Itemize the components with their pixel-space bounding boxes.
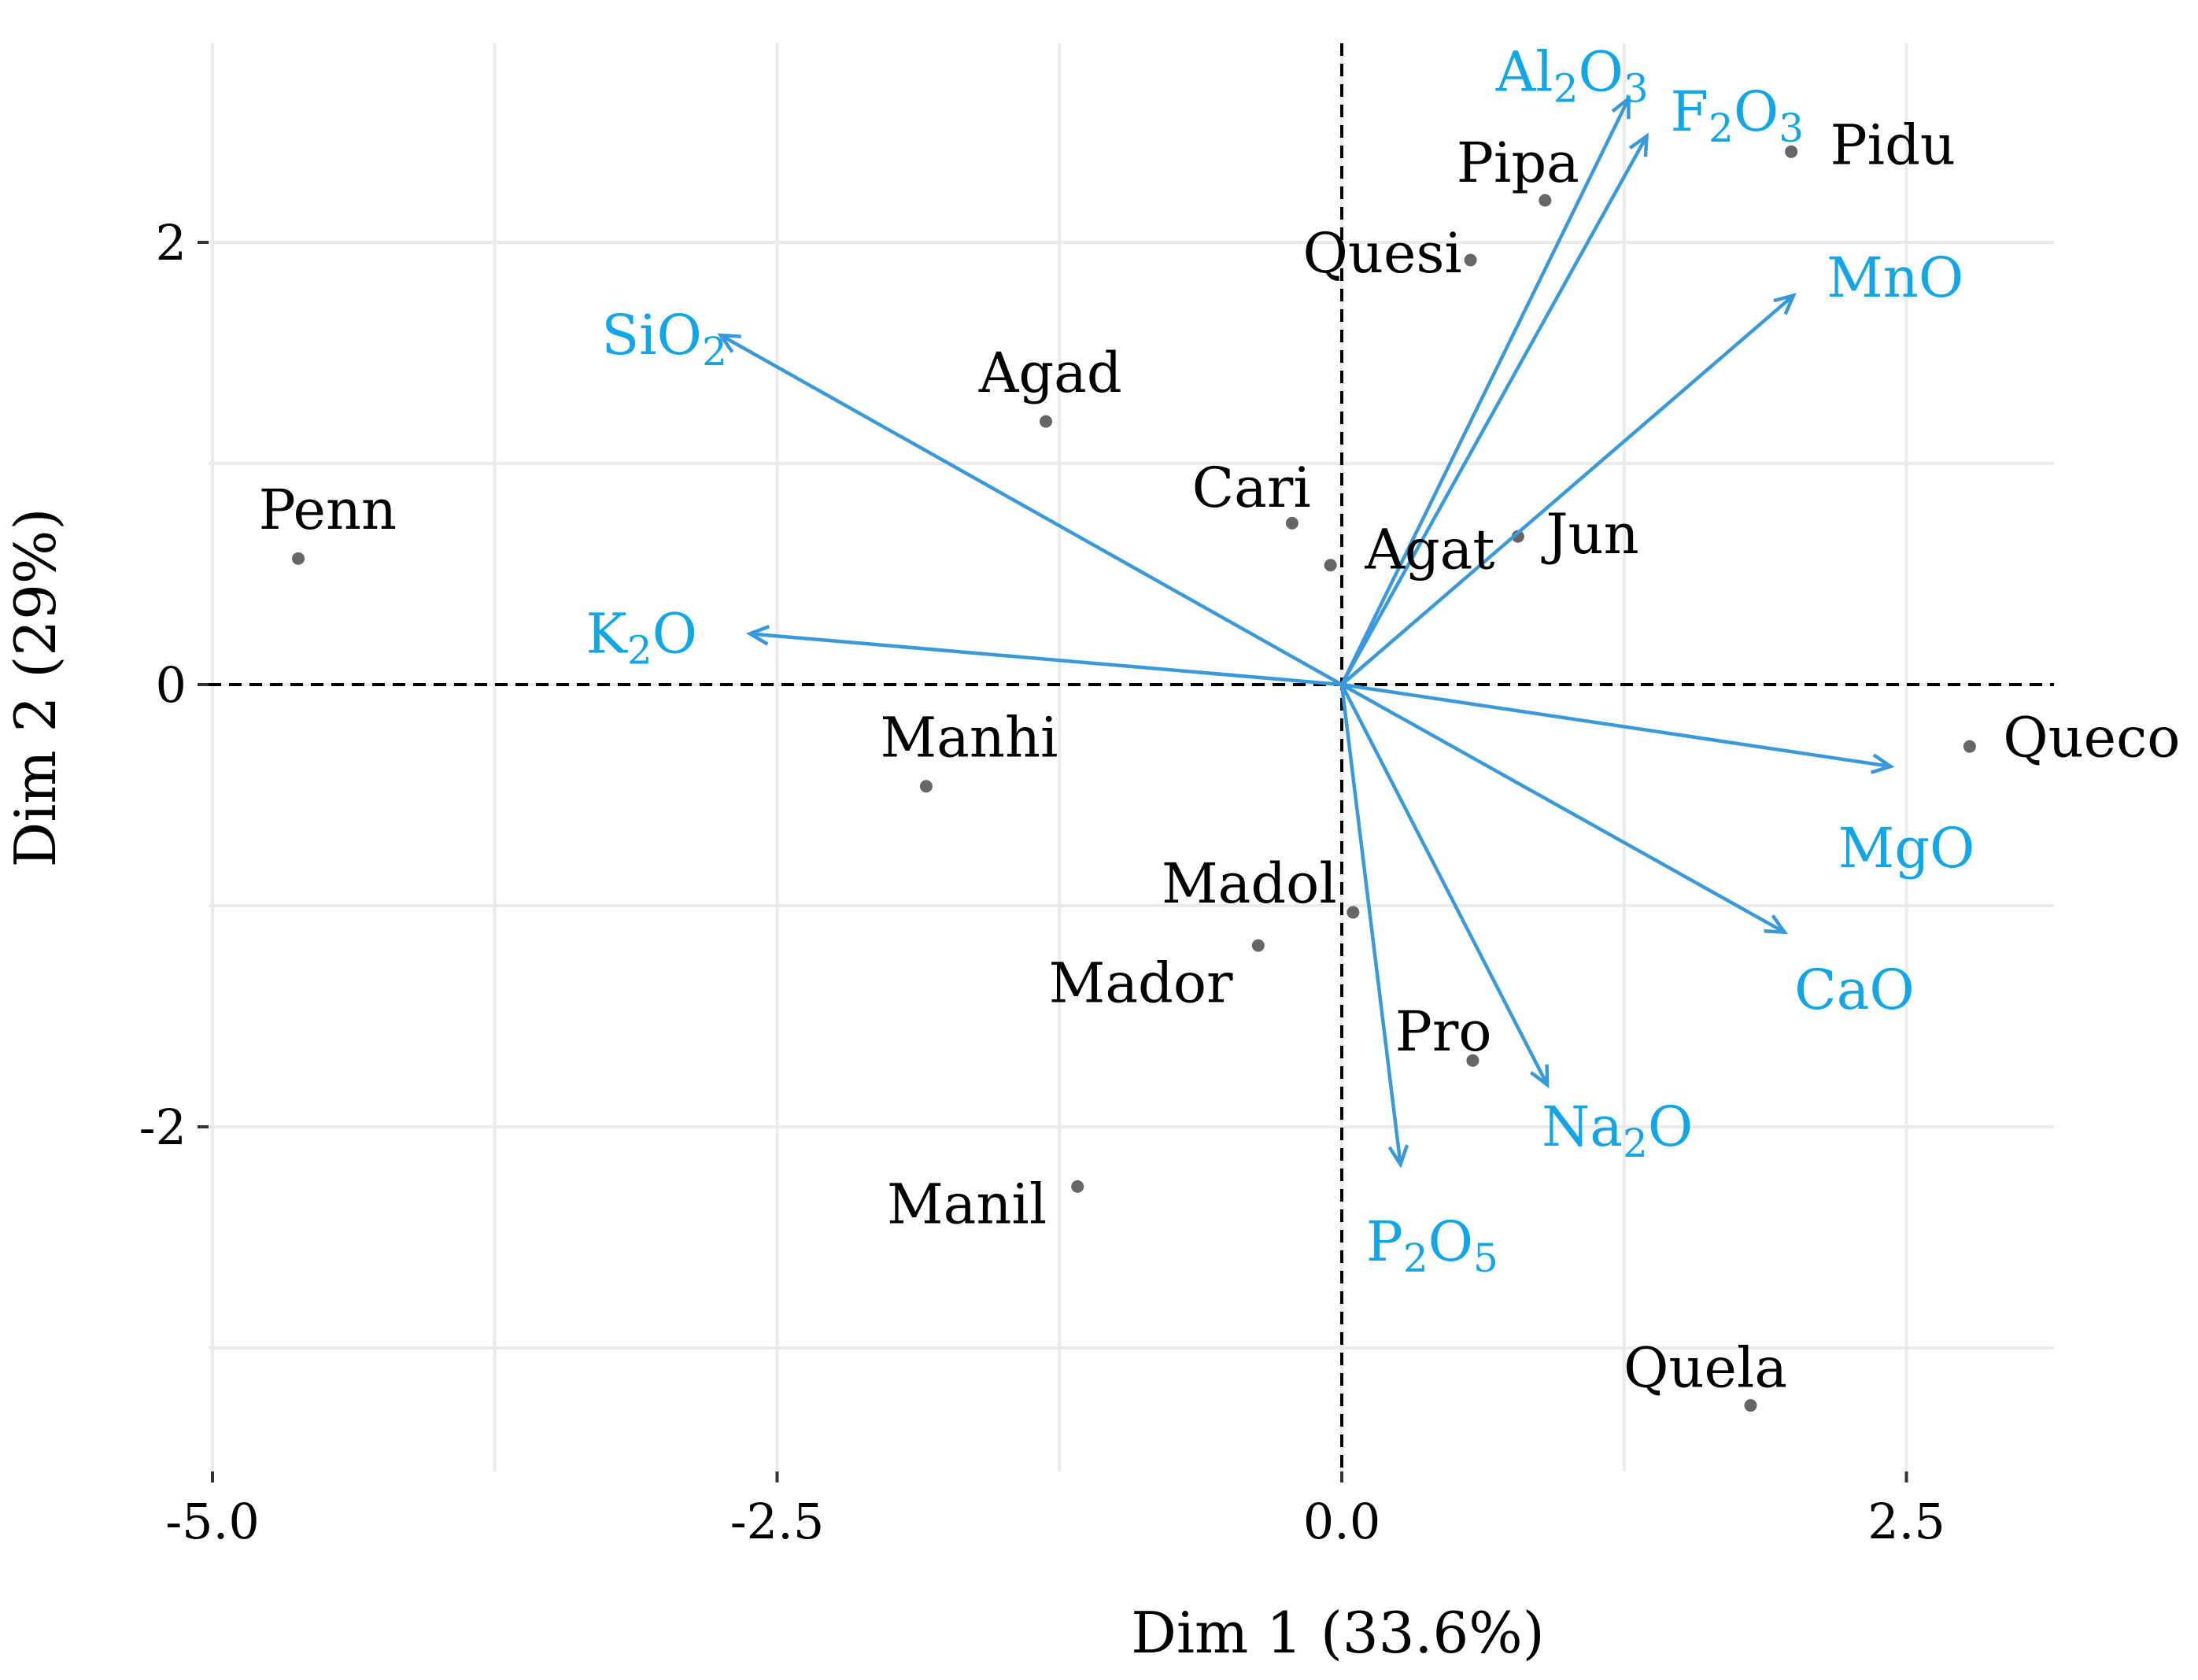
vector-mgo bbox=[1341, 682, 1891, 769]
observation-label-penn: Penn bbox=[259, 478, 397, 542]
variable-label-sio2: SiO2 bbox=[601, 303, 727, 375]
observation-points bbox=[292, 145, 1976, 1412]
observation-point-cari bbox=[1285, 516, 1298, 530]
observation-label-mador: Mador bbox=[1049, 951, 1233, 1015]
observation-label-madol: Madol bbox=[1162, 851, 1337, 916]
x-axis-title: Dim 1 (33.6%) bbox=[1131, 1600, 1545, 1666]
variable-label-f2o3: F2O3 bbox=[1670, 79, 1804, 151]
observation-point-manil bbox=[1071, 1180, 1084, 1193]
variable-label-p2o5: P2O5 bbox=[1366, 1209, 1498, 1281]
vector-p2o5 bbox=[1339, 684, 1402, 1165]
vector-cao bbox=[1340, 683, 1786, 934]
vector-al2o3 bbox=[1339, 98, 1631, 685]
x-tick-label: 0.0 bbox=[1303, 1493, 1381, 1550]
observation-label-pro: Pro bbox=[1395, 999, 1492, 1064]
observation-point-pipa bbox=[1539, 194, 1552, 207]
observation-label-pipa: Pipa bbox=[1457, 131, 1579, 195]
vector-arrowhead-k2o bbox=[745, 625, 770, 646]
variable-label-mgo: MgO bbox=[1838, 816, 1975, 881]
observation-point-penn bbox=[292, 552, 305, 565]
observation-point-manhi bbox=[919, 780, 933, 793]
observation-label-agat: Agat bbox=[1364, 518, 1494, 582]
vector-arrowhead-sio2 bbox=[717, 333, 741, 353]
observation-point-agat bbox=[1324, 559, 1337, 572]
observation-label-manhi: Manhi bbox=[880, 705, 1058, 770]
grid-layer bbox=[209, 43, 2054, 1471]
observation-label-pidu: Pidu bbox=[1830, 113, 1956, 177]
x-tick-label: -2.5 bbox=[730, 1493, 825, 1550]
variable-label-na2o: Na2O bbox=[1542, 1095, 1693, 1166]
y-tick-label: -2 bbox=[139, 1098, 187, 1156]
observation-point-quela bbox=[1744, 1399, 1757, 1412]
variable-label-k2o: K2O bbox=[586, 601, 698, 673]
variable-vectors bbox=[717, 94, 1895, 1169]
y-tick-label: 0 bbox=[156, 656, 187, 714]
observation-point-pro bbox=[1466, 1054, 1479, 1067]
variable-label-mno: MnO bbox=[1827, 246, 1963, 310]
observation-label-jun: Jun bbox=[1541, 502, 1638, 567]
vector-k2o bbox=[749, 632, 1343, 687]
observation-label-manil: Manil bbox=[887, 1172, 1047, 1236]
axes: -5.0 -2.5 0.0 2.5 -2 0 2 bbox=[139, 214, 1945, 1550]
x-tick-label: 2.5 bbox=[1867, 1493, 1945, 1550]
variable-label-cao: CaO bbox=[1794, 958, 1915, 1022]
observation-point-madol bbox=[1347, 906, 1360, 919]
observation-point-mador bbox=[1251, 939, 1265, 952]
vector-arrowhead-mgo bbox=[1870, 753, 1895, 774]
observation-point-queco bbox=[1963, 740, 1976, 753]
vector-mno bbox=[1340, 294, 1795, 686]
vector-arrowhead-mno bbox=[1773, 293, 1797, 316]
observation-point-agad bbox=[1040, 415, 1053, 428]
reference-lines bbox=[209, 43, 2054, 1471]
labels: Penn Agad Cari Agat Jun Quesi Pipa Pidu Queco Man… bbox=[259, 40, 2181, 1401]
observation-label-quesi: Quesi bbox=[1303, 221, 1462, 286]
x-tick-label: -5.0 bbox=[165, 1493, 260, 1550]
observation-label-quela: Quela bbox=[1624, 1335, 1787, 1400]
observation-point-pidu bbox=[1785, 145, 1798, 158]
vector-sio2 bbox=[719, 334, 1343, 686]
vector-arrowhead-f2o3 bbox=[1628, 132, 1649, 157]
observation-label-cari: Cari bbox=[1192, 456, 1311, 520]
vector-na2o bbox=[1339, 683, 1550, 1086]
y-axis-title: Dim 2 (29%) bbox=[2, 508, 68, 868]
observation-label-agad: Agad bbox=[978, 341, 1122, 405]
vector-arrowhead-p2o5 bbox=[1387, 1144, 1409, 1169]
vector-arrowhead-na2o bbox=[1530, 1064, 1550, 1089]
vector-arrowhead-al2o3 bbox=[1611, 94, 1631, 120]
y-tick-label: 2 bbox=[156, 214, 187, 271]
variable-label-al2o3: Al2O3 bbox=[1495, 40, 1649, 112]
vector-f2o3 bbox=[1340, 135, 1649, 686]
vector-arrowhead-cao bbox=[1764, 914, 1789, 935]
observation-label-queco: Queco bbox=[2003, 705, 2180, 770]
observation-point-quesi bbox=[1464, 253, 1477, 267]
